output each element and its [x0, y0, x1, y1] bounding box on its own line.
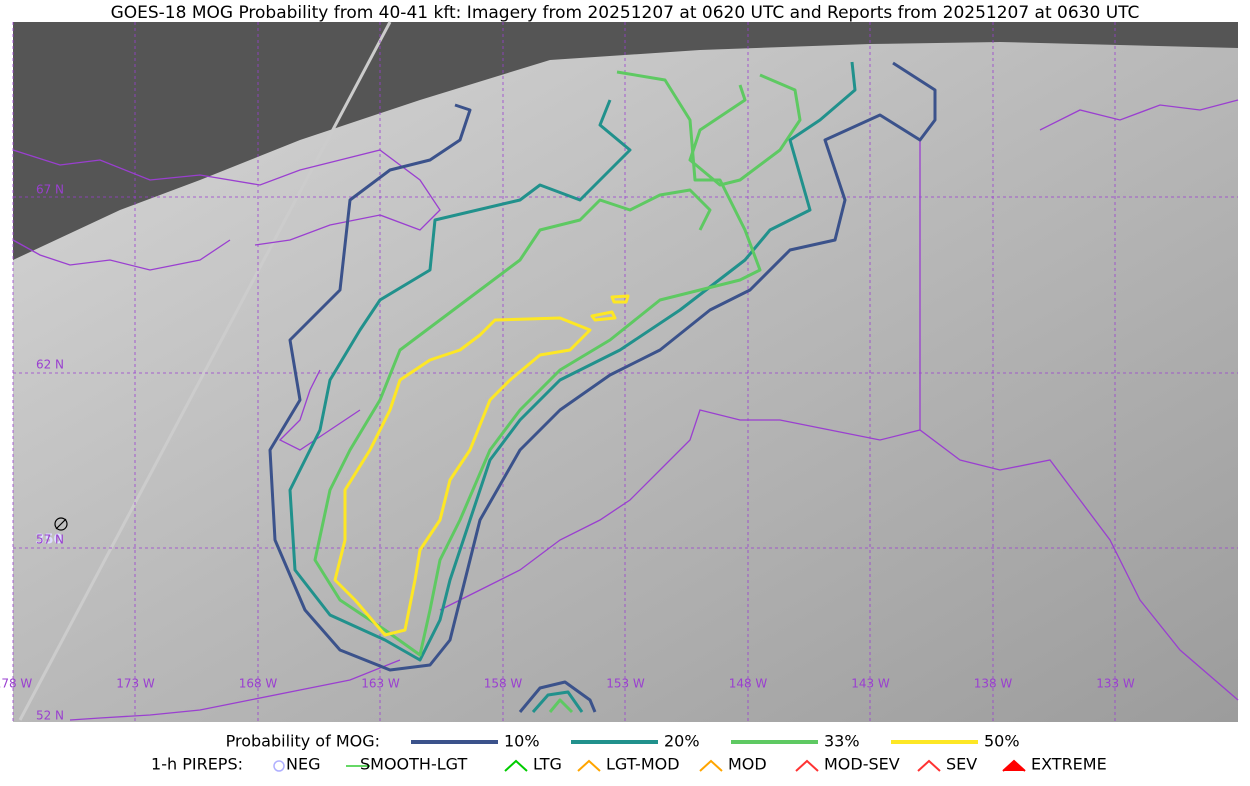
legend-marker [917, 759, 941, 772]
legend-label: MOD [728, 755, 767, 774]
legend-title: Probability of MOG: [226, 732, 380, 751]
legend-label: EXTREME [1031, 755, 1107, 774]
contour-50 [590, 294, 630, 322]
legend: Probability of MOG: 1-h PIREPS: 10% 20% 33… [151, 732, 1107, 774]
contour-33 [688, 73, 802, 187]
legend-label: 50% [984, 732, 1020, 751]
legend-label: NEG [286, 755, 320, 774]
lon-label: 168 W [239, 677, 278, 691]
legend-marker [273, 760, 285, 772]
contour-50 [333, 316, 592, 637]
lat-label: 57 N [36, 533, 64, 547]
pirep-neg-marker [55, 518, 67, 530]
legend-label: SMOOTH-LGT [360, 755, 467, 774]
lon-label: 173 W [116, 677, 155, 691]
pirep-neg-marker [54, 517, 68, 531]
pirep-label: 350 [35, 533, 62, 548]
lon-label: 178 W [0, 677, 32, 691]
probability-contours [268, 61, 937, 714]
grid [12, 22, 1238, 722]
legend-marker [699, 759, 723, 772]
legend-label: 10% [504, 732, 540, 751]
legend-title: 1-h PIREPS: [151, 755, 243, 774]
title: GOES-18 MOG Probability from 40-41 kft: … [111, 3, 1140, 23]
lon-label: 158 W [484, 677, 523, 691]
legend-marker [1002, 759, 1026, 772]
contour-20 [531, 690, 584, 713]
legend-marker [504, 759, 528, 772]
lon-label: 153 W [606, 677, 645, 691]
contour-33 [548, 698, 574, 714]
lat-label: 67 N [36, 183, 64, 197]
legend-label: 33% [824, 732, 860, 751]
legend-label: MOD-SEV [824, 755, 900, 774]
map: 350 67 N 62 N 57 N 52 N 178 W 173 W 168 W 163 … [0, 21, 1239, 723]
lat-label: 52 N [36, 709, 64, 723]
no-data-region [13, 22, 1238, 260]
lon-label: 133 W [1096, 677, 1135, 691]
legend-label: SEV [946, 755, 977, 774]
contour-20 [288, 61, 857, 662]
contour-10 [518, 680, 597, 713]
lon-label: 148 W [729, 677, 768, 691]
legend-label: 20% [664, 732, 700, 751]
legend-marker [577, 759, 601, 772]
legend-label: LTG [533, 755, 562, 774]
lat-label: 62 N [36, 358, 64, 372]
legend-marker [795, 759, 819, 772]
scan-line [18, 21, 392, 721]
lon-label: 143 W [851, 677, 890, 691]
lon-label: 138 W [974, 677, 1013, 691]
contour-10 [268, 61, 937, 672]
contour-33 [313, 70, 762, 657]
coastlines [12, 99, 1239, 721]
lon-label: 163 W [361, 677, 400, 691]
legend-label: LGT-MOD [606, 755, 680, 774]
